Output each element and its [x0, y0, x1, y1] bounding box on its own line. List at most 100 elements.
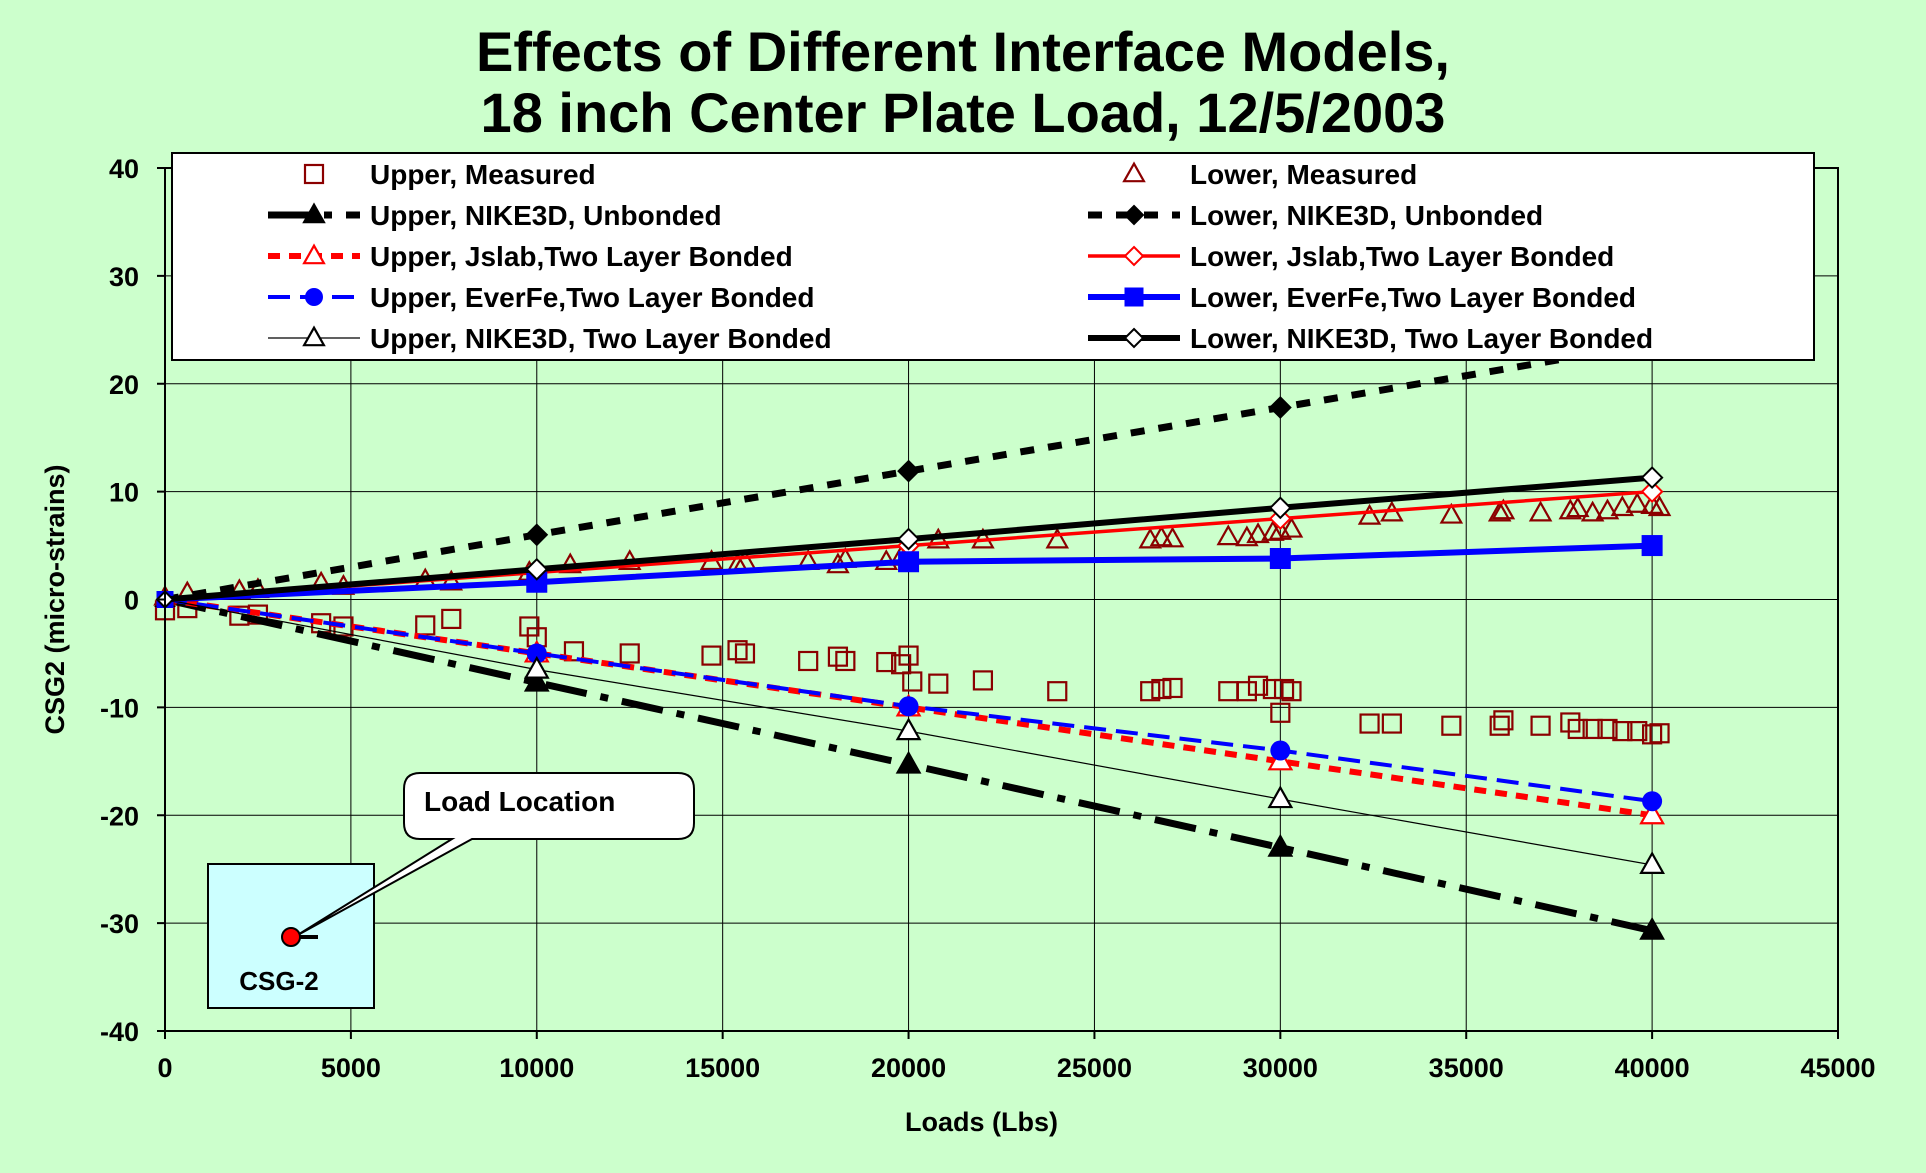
- data-point: [1381, 713, 1402, 734]
- data-point: [1441, 715, 1462, 736]
- data-point: [525, 557, 549, 581]
- legend-box: [171, 152, 1815, 361]
- data-point: [895, 750, 922, 774]
- data-point: [1597, 718, 1618, 740]
- data-point: [302, 243, 326, 265]
- data-point: [734, 643, 756, 664]
- data-point: [1528, 500, 1553, 522]
- data-point: [1160, 526, 1185, 548]
- data-point: [1642, 791, 1663, 812]
- y-tick-label: -40: [100, 1017, 139, 1047]
- legend-label: Upper, EverFe,Two Layer Bonded: [370, 282, 814, 313]
- data-point: [1269, 548, 1291, 570]
- legend-item: Lower, NIKE3D, Unbonded: [1088, 200, 1543, 231]
- legend-label: Lower, NIKE3D, Unbonded: [1190, 200, 1543, 231]
- callout-bubble: [295, 772, 695, 937]
- data-point: [1439, 502, 1464, 524]
- data-point: [1281, 681, 1302, 702]
- data-point: [1565, 496, 1590, 518]
- data-point: [902, 671, 923, 692]
- data-point: [1267, 833, 1294, 857]
- chart-title-line-1: Effects of Different Interface Models,: [476, 20, 1450, 83]
- data-point: [523, 655, 550, 679]
- legend-label: Lower, Measured: [1190, 159, 1417, 190]
- data-point: [441, 608, 462, 630]
- data-point: [1580, 500, 1605, 522]
- data-point: [1357, 503, 1382, 525]
- legend-label: Upper, NIKE3D, Unbonded: [370, 200, 722, 231]
- y-axis-label: CSG2 (micro-strains): [40, 464, 70, 734]
- data-point: [1124, 287, 1144, 307]
- legend-item: Upper, NIKE3D, Two Layer Bonded: [268, 323, 832, 354]
- data-point: [302, 325, 326, 347]
- data-point: [1045, 527, 1070, 549]
- data-point: [1279, 516, 1304, 538]
- y-tick-label: -30: [100, 909, 139, 939]
- data-point: [1491, 498, 1516, 520]
- legend-label: Upper, Jslab,Two Layer Bonded: [370, 241, 793, 272]
- data-point: [1627, 721, 1648, 742]
- x-tick-label: 40000: [1615, 1053, 1690, 1083]
- series-layer: [153, 332, 1672, 940]
- legend-item: Lower, EverFe,Two Layer Bonded: [1088, 282, 1636, 313]
- legend-label: Lower, Jslab,Two Layer Bonded: [1190, 241, 1614, 272]
- data-point: [526, 643, 547, 664]
- data-point: [1236, 681, 1257, 702]
- y-tick-label: -10: [100, 693, 139, 723]
- data-point: [835, 650, 856, 672]
- series-9: [155, 466, 1664, 609]
- data-point: [1489, 715, 1510, 736]
- data-point: [727, 640, 748, 661]
- chart-title-line-2: 18 inch Center Plate Load, 12/5/2003: [480, 81, 1446, 144]
- data-point: [1639, 801, 1665, 825]
- data-point: [1268, 496, 1292, 520]
- data-point: [303, 163, 325, 185]
- data-point: [1610, 495, 1635, 517]
- x-tick-label: 15000: [685, 1053, 760, 1083]
- data-point: [1641, 535, 1663, 557]
- series-3: [157, 591, 1663, 812]
- legend: Upper, Measured Upper, NIKE3D, Unbonded Up…: [171, 152, 1815, 361]
- legend-item: Upper, NIKE3D, Unbonded: [268, 200, 722, 231]
- legend-item: Upper, EverFe,Two Layer Bonded: [268, 282, 814, 313]
- legend-label: Upper, NIKE3D, Two Layer Bonded: [370, 323, 832, 354]
- data-point: [525, 523, 549, 547]
- data-point: [898, 551, 920, 573]
- data-point: [701, 645, 722, 666]
- data-point: [1558, 498, 1583, 520]
- x-axis-label: Loads (Lbs): [905, 1107, 1058, 1137]
- x-tick-label: 30000: [1243, 1053, 1318, 1083]
- data-point: [1270, 702, 1291, 723]
- legend-item: Upper, Jslab,Two Layer Bonded: [268, 241, 793, 272]
- data-point: [1246, 522, 1270, 544]
- data-point: [619, 643, 640, 664]
- data-point: [876, 651, 897, 673]
- data-point: [1140, 681, 1161, 702]
- y-tick-label: -20: [100, 801, 139, 831]
- x-tick-label: 45000: [1800, 1053, 1875, 1083]
- data-point: [1273, 678, 1295, 700]
- data-point: [898, 645, 919, 666]
- data-point: [519, 616, 540, 637]
- data-point: [1595, 498, 1620, 520]
- data-point: [1567, 718, 1588, 740]
- data-point: [1268, 396, 1292, 419]
- y-tick-label: 40: [109, 154, 139, 184]
- data-point: [1639, 851, 1665, 874]
- data-point: [827, 646, 849, 667]
- gauge-label: CSG-2: [239, 966, 318, 996]
- y-tick-label: 30: [109, 262, 139, 292]
- y-tick-label: 10: [109, 478, 139, 508]
- data-point: [1359, 713, 1380, 734]
- data-point: [305, 288, 323, 306]
- series-0: [154, 598, 1670, 745]
- data-point: [1123, 327, 1145, 349]
- data-point: [1123, 204, 1145, 226]
- data-point: [1216, 524, 1241, 546]
- data-point: [1162, 677, 1183, 699]
- legend-item: Lower, Measured: [1122, 159, 1417, 190]
- data-point: [1582, 718, 1603, 740]
- y-tick-label: 0: [124, 586, 139, 616]
